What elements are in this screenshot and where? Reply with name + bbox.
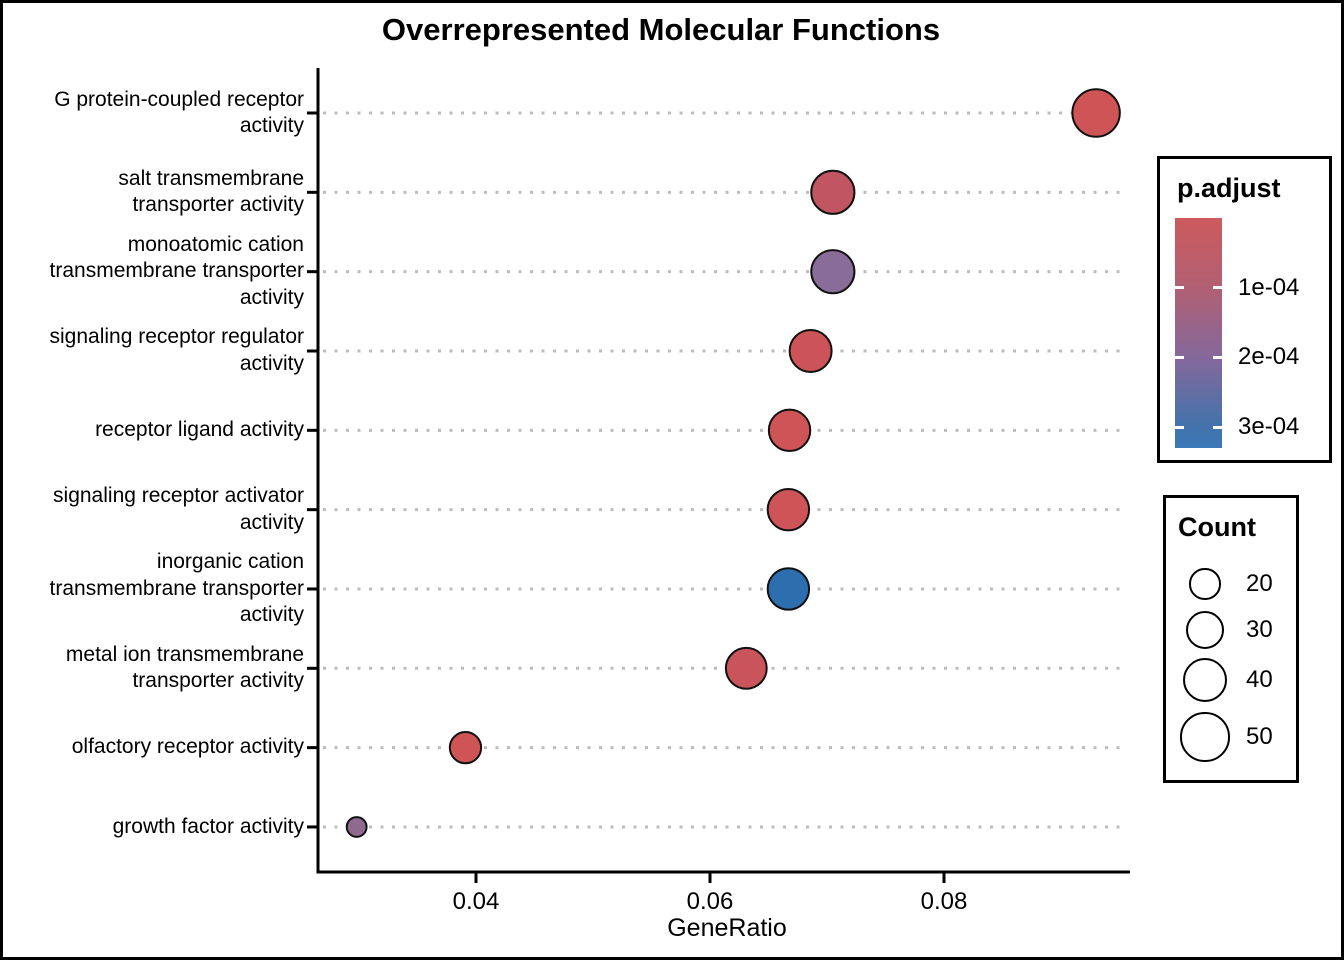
- padjust-legend: p.adjust 1e-04 2e-04 3e-04: [1157, 156, 1332, 463]
- x-axis-tick-label: 0.04: [452, 888, 500, 915]
- count-legend-circle: [1185, 610, 1225, 650]
- y-axis-label: G protein-coupled receptor activity: [54, 87, 304, 138]
- padjust-tick-mark: [1175, 355, 1184, 359]
- padjust-tick-mark: [1213, 425, 1222, 429]
- y-axis-label: salt transmembrane transporter activity: [118, 166, 304, 217]
- count-legend-label: 20: [1246, 570, 1273, 597]
- count-legend-circle: [1189, 568, 1221, 600]
- padjust-tick-mark: [1213, 355, 1222, 359]
- padjust-tick-mark: [1213, 286, 1222, 290]
- y-axis-label: inorganic cation transmembrane transporte…: [49, 550, 304, 627]
- y-axis-label: monoatomic cation transmembrane transport…: [49, 232, 304, 309]
- y-axis-label: growth factor activity: [112, 814, 304, 838]
- dot: [766, 567, 811, 611]
- count-legend-circle: [1180, 712, 1230, 762]
- y-axis-label: olfactory receptor activity: [71, 735, 304, 759]
- padjust-tick-mark: [1175, 286, 1184, 290]
- y-axis-label: receptor ligand activity: [95, 418, 304, 442]
- padjust-gradient-bar: [1175, 218, 1222, 448]
- dot: [810, 249, 856, 295]
- padjust-tick-label: 2e-04: [1238, 343, 1300, 371]
- padjust-tick-label: 3e-04: [1238, 413, 1300, 441]
- x-axis-title: GeneRatio: [667, 914, 787, 942]
- padjust-tick-label: 1e-04: [1238, 273, 1300, 301]
- count-legend-label: 40: [1246, 666, 1273, 693]
- y-axis-label: signaling receptor activator activity: [53, 484, 304, 534]
- dot: [810, 169, 856, 215]
- dot: [766, 487, 811, 532]
- padjust-legend-title: p.adjust: [1177, 173, 1281, 203]
- count-legend-circle: [1182, 657, 1228, 703]
- dot: [724, 646, 768, 690]
- count-legend: Count 20 30 40 50: [1163, 495, 1299, 783]
- dot: [1071, 88, 1121, 138]
- count-legend-title: Count: [1178, 512, 1256, 542]
- dot: [345, 816, 368, 838]
- x-axis-tick-label: 0.08: [920, 888, 968, 915]
- count-legend-label: 30: [1246, 616, 1273, 643]
- dot: [767, 408, 812, 453]
- padjust-tick-mark: [1175, 425, 1184, 429]
- y-axis-label: signaling receptor regulator activity: [49, 325, 304, 375]
- dot: [448, 730, 483, 765]
- chart-title: Overrepresented Molecular Functions: [381, 12, 941, 47]
- y-axis-label: metal ion transmembrane transporter activ…: [65, 642, 304, 693]
- dot: [788, 328, 833, 373]
- x-axis-tick-label: 0.06: [686, 888, 734, 915]
- count-legend-label: 50: [1246, 723, 1273, 750]
